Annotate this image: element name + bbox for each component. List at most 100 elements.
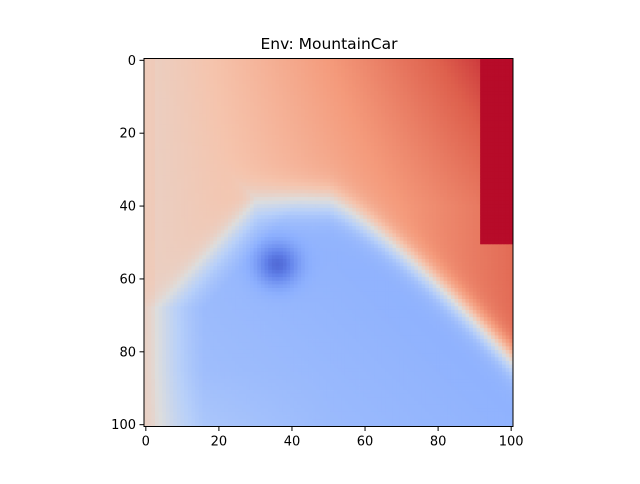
heatmap-cell xyxy=(144,94,149,99)
heatmap-cell xyxy=(502,167,507,172)
heatmap-cell xyxy=(246,153,251,158)
heatmap-cell xyxy=(407,84,412,89)
heatmap-cell xyxy=(363,153,368,158)
heatmap-cell xyxy=(242,87,247,92)
heatmap-cell xyxy=(407,215,412,220)
heatmap-cell xyxy=(191,84,196,89)
heatmap-cell xyxy=(301,131,306,136)
heatmap-cell xyxy=(220,182,225,187)
heatmap-cell xyxy=(498,138,503,143)
heatmap-cell xyxy=(304,189,309,194)
heatmap-cell xyxy=(147,218,152,223)
heatmap-cell xyxy=(249,135,254,140)
heatmap-cell xyxy=(224,65,229,70)
heatmap-cell xyxy=(447,142,452,147)
heatmap-cell xyxy=(249,196,254,201)
heatmap-cell xyxy=(224,138,229,143)
heatmap-cell xyxy=(439,175,444,180)
heatmap-cell xyxy=(297,113,302,118)
heatmap-cell xyxy=(326,226,331,231)
heatmap-cell xyxy=(425,229,430,234)
heatmap-cell xyxy=(396,62,401,67)
heatmap-cell xyxy=(396,91,401,96)
heatmap-cell xyxy=(337,196,342,201)
heatmap-cell xyxy=(169,80,174,85)
heatmap-cell xyxy=(414,153,419,158)
heatmap-cell xyxy=(257,145,262,150)
heatmap-cell xyxy=(483,211,488,216)
heatmap-cell xyxy=(297,145,302,150)
heatmap-cell xyxy=(220,233,225,238)
heatmap-cell xyxy=(377,80,382,85)
heatmap-cell xyxy=(374,218,379,223)
heatmap-cell xyxy=(242,153,247,158)
heatmap-cell xyxy=(249,98,254,103)
heatmap-cell xyxy=(344,182,349,187)
heatmap-cell xyxy=(323,182,328,187)
heatmap-cell xyxy=(432,175,437,180)
heatmap-cell xyxy=(184,153,189,158)
heatmap-cell xyxy=(359,116,364,121)
heatmap-cell xyxy=(301,58,306,63)
heatmap-cell xyxy=(158,91,163,96)
heatmap-cell xyxy=(301,116,306,121)
heatmap-cell xyxy=(180,105,185,110)
heatmap-cell xyxy=(461,229,466,234)
heatmap-cell xyxy=(180,84,185,89)
heatmap-cell xyxy=(370,135,375,140)
heatmap-cell xyxy=(191,211,196,216)
heatmap-cell xyxy=(297,207,302,212)
heatmap-cell xyxy=(465,120,470,125)
heatmap-cell xyxy=(257,233,262,238)
heatmap-cell xyxy=(315,193,320,198)
heatmap-cell xyxy=(450,69,455,74)
heatmap-cell xyxy=(403,175,408,180)
heatmap-cell xyxy=(403,84,408,89)
heatmap-cell xyxy=(231,182,236,187)
heatmap-cell xyxy=(301,145,306,150)
heatmap-cell xyxy=(465,73,470,78)
heatmap-cell xyxy=(165,215,170,220)
heatmap-cell xyxy=(169,145,174,150)
heatmap-cell xyxy=(162,124,167,129)
heatmap-cell xyxy=(476,102,481,107)
heatmap-cell xyxy=(158,109,163,114)
heatmap-cell xyxy=(249,62,254,67)
heatmap-cell xyxy=(352,229,357,234)
heatmap-cell xyxy=(454,113,459,118)
heatmap-cell xyxy=(144,113,149,118)
heatmap-cell xyxy=(509,131,514,136)
heatmap-cell xyxy=(381,215,386,220)
heatmap-cell xyxy=(509,149,514,154)
heatmap-cell xyxy=(388,167,393,172)
heatmap-cell xyxy=(443,186,448,191)
heatmap-cell xyxy=(253,186,258,191)
heatmap-cell xyxy=(304,167,309,172)
heatmap-cell xyxy=(312,200,317,205)
heatmap-cell xyxy=(154,142,160,147)
heatmap-cell xyxy=(469,80,474,85)
heatmap-cell xyxy=(436,164,441,169)
heatmap-cell xyxy=(238,178,244,183)
heatmap-cell xyxy=(428,69,434,74)
heatmap-cell xyxy=(217,69,222,74)
heatmap-cell xyxy=(220,138,225,143)
heatmap-cell xyxy=(432,207,437,212)
heatmap-cell xyxy=(502,120,507,125)
heatmap-cell xyxy=(377,58,382,63)
heatmap-cell xyxy=(366,189,371,194)
heatmap-cell xyxy=(472,87,477,92)
heatmap-cell xyxy=(147,178,152,183)
heatmap-cell xyxy=(238,229,244,234)
heatmap-cell xyxy=(260,226,265,231)
heatmap-cell xyxy=(301,102,306,107)
heatmap-cell xyxy=(253,229,258,234)
heatmap-cell xyxy=(432,204,437,209)
heatmap-cell xyxy=(279,94,284,99)
heatmap-cell xyxy=(238,153,244,158)
heatmap-cell xyxy=(279,135,284,140)
heatmap-cell xyxy=(246,94,251,99)
heatmap-cell xyxy=(385,98,390,103)
heatmap-cell xyxy=(436,204,441,209)
heatmap-cell xyxy=(341,211,346,216)
